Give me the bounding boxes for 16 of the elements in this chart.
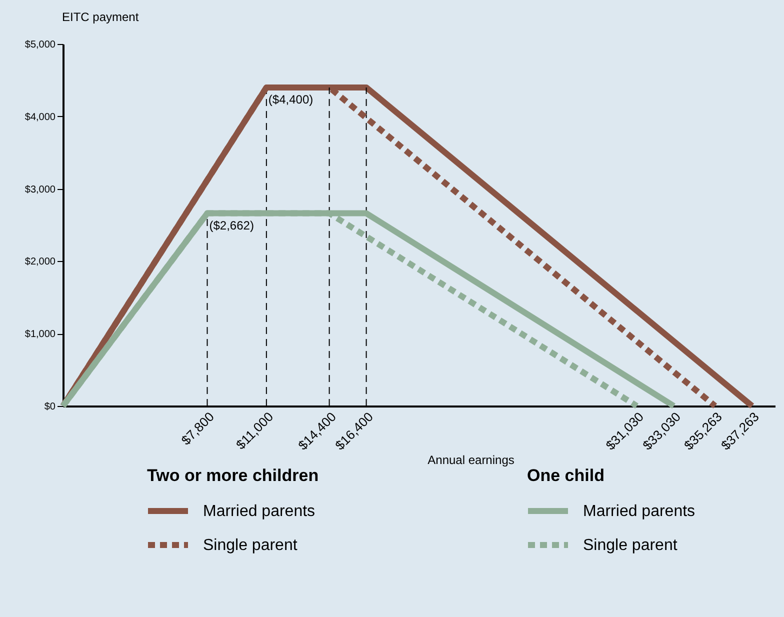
y-axis-title: EITC payment (62, 10, 140, 24)
y-tick-label: $3,000 (24, 184, 56, 196)
text: Two or more children (147, 466, 319, 485)
y-tick-label: $4,000 (24, 112, 56, 123)
annotation: ($2,662) (209, 218, 254, 232)
y-tick-label: $5,000 (24, 40, 56, 50)
legend-label: Married parents (583, 503, 696, 520)
legend-label: Married parents (203, 503, 316, 520)
y-tick-label: $1,000 (24, 329, 56, 340)
y-tick-label: $2,000 (24, 256, 56, 268)
legend-label: Single parent (203, 537, 298, 554)
annotation: ($4,400) (268, 92, 314, 106)
y-tick-label: $0 (44, 402, 56, 412)
x-axis-title: Annual earnings (428, 453, 514, 467)
text: One child (527, 466, 604, 485)
legend-label: Single parent (583, 537, 678, 554)
